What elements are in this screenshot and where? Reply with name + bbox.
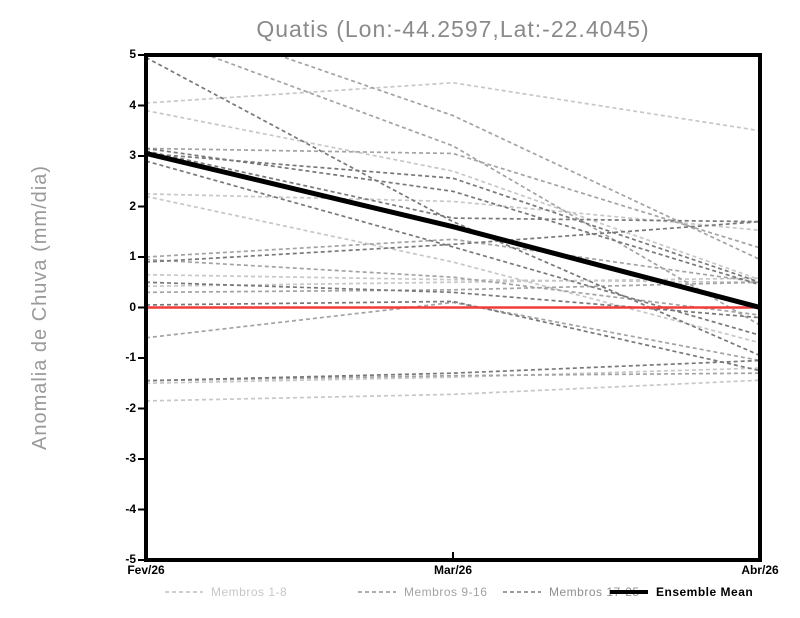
y-tick-label: -2 xyxy=(125,400,136,415)
y-tick-label: 4 xyxy=(129,97,136,112)
legend-label: Membros 1-8 xyxy=(211,585,288,599)
ensemble-mean-line xyxy=(146,151,760,310)
member-line xyxy=(146,160,760,337)
member-line xyxy=(146,152,760,284)
member-line xyxy=(146,301,760,362)
member-line xyxy=(146,359,760,382)
legend-label: Ensemble Mean xyxy=(656,585,754,599)
member-line xyxy=(146,150,760,223)
member-line xyxy=(146,147,760,249)
x-tick-label: Mar/26 xyxy=(433,563,473,577)
y-tick-label: 5 xyxy=(129,47,136,61)
chart-title: Quatis (Lon:-44.2597,Lat:-22.4045) xyxy=(256,16,650,42)
x-tick-label: Fev/26 xyxy=(127,563,165,577)
legend-label: Membros 9-16 xyxy=(404,585,488,599)
member-line xyxy=(146,281,760,294)
y-tick-label: 2 xyxy=(129,198,136,213)
member-line xyxy=(146,367,760,385)
member-line xyxy=(146,195,760,344)
y-tick-label: -5 xyxy=(125,552,136,566)
y-tick-label: -3 xyxy=(125,451,136,465)
member-line xyxy=(146,56,760,357)
plot-svg xyxy=(138,53,762,562)
legend-item-membros-1-8: Membros 1-8 xyxy=(165,584,287,600)
x-tick-label: Abr/26 xyxy=(741,563,779,577)
y-tick-label: 3 xyxy=(129,148,136,162)
member-line xyxy=(146,220,760,263)
member-line xyxy=(146,379,760,402)
data-lines xyxy=(146,55,760,402)
legend-item-ensemble-mean: Ensemble Mean xyxy=(610,584,753,600)
legend-item-membros-17-25: Membros 17-25 xyxy=(503,584,640,600)
member-line xyxy=(146,238,760,284)
legend-swatch xyxy=(358,591,396,593)
member-line xyxy=(146,281,760,319)
legend-swatch xyxy=(165,591,203,593)
member-line xyxy=(146,258,760,316)
member-line xyxy=(146,372,760,382)
y-tick-label: 1 xyxy=(129,249,136,263)
member-line xyxy=(146,81,760,132)
y-tick-label: -4 xyxy=(125,501,136,516)
legend-item-membros-9-16: Membros 9-16 xyxy=(358,584,487,600)
member-line xyxy=(146,300,760,372)
chart-legend: Membros 1-8 Membros 9-16 Membros 17-25 Ense… xyxy=(0,584,800,604)
member-line xyxy=(146,147,760,286)
legend-label: Membros 17-25 xyxy=(549,585,640,599)
member-line xyxy=(274,55,760,261)
member-line xyxy=(146,109,760,281)
y-axis-label: Anomalia de Chuva (mm/dia) xyxy=(29,165,51,450)
y-tick-label: 0 xyxy=(129,299,136,314)
legend-swatch xyxy=(503,591,541,593)
y-tick-label: -1 xyxy=(125,350,136,364)
legend-swatch xyxy=(610,590,648,594)
